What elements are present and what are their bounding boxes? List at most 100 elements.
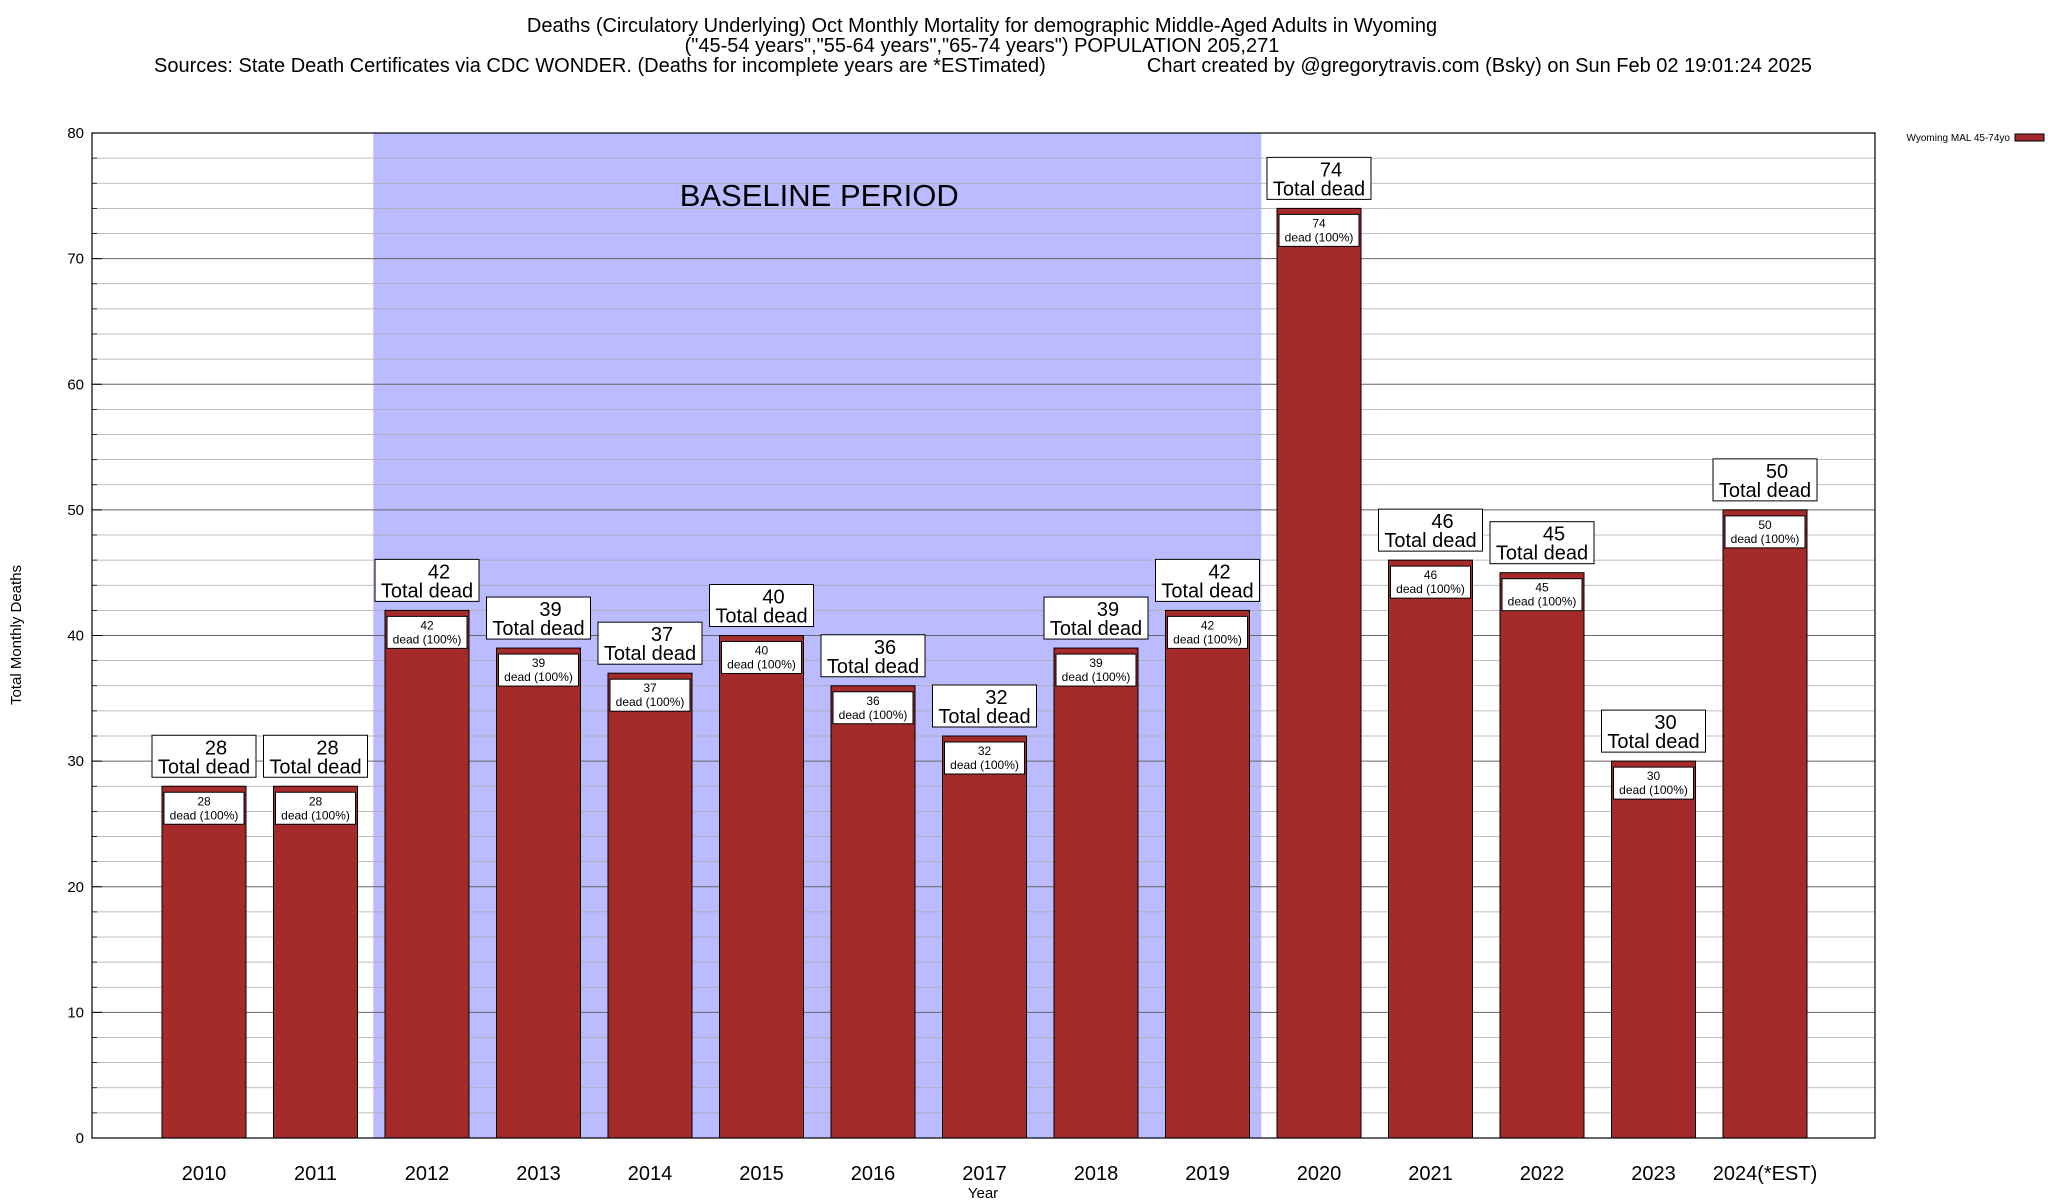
bar: [942, 735, 1027, 1139]
bar-total-label: Total dead: [715, 606, 807, 628]
bar-total-value: 32: [985, 687, 1007, 709]
bar-total-label-box: [1155, 558, 1260, 602]
bar-inner-value: 45: [1535, 581, 1549, 595]
bar-inner-value: 39: [1089, 656, 1103, 670]
bar-total-value: 74: [1320, 159, 1342, 181]
bar-total-label: Total dead: [604, 643, 696, 665]
y-tick-label: 50: [67, 502, 84, 519]
bar-inner-label: dead (100%): [1396, 582, 1465, 596]
bar-total-label-box: [263, 734, 368, 778]
legend-swatch: [2014, 133, 2045, 142]
bar-total-value: 28: [316, 737, 338, 759]
bar: [830, 685, 916, 1139]
x-tick-label: 2018: [1074, 1163, 1119, 1185]
bar-total-label: Total dead: [1161, 580, 1253, 602]
bar-inner-label-box: [1724, 515, 1806, 549]
bar-inner-label-box: [1167, 615, 1248, 649]
bar-total-value: 36: [874, 637, 896, 659]
bar-inner-label: dead (100%): [504, 670, 573, 684]
bar-total-value: 40: [762, 587, 784, 609]
bar-total-label: Total dead: [1719, 480, 1811, 502]
x-tick-label: 2010: [182, 1163, 227, 1185]
x-tick-label: 2019: [1185, 1163, 1230, 1185]
bar-inner-label-box: [1613, 766, 1694, 800]
bar-total-label: Total dead: [938, 706, 1030, 728]
bar-inner-label: dead (100%): [1173, 632, 1242, 646]
bar-total-value: 42: [1208, 561, 1230, 583]
bar-inner-value: 39: [532, 656, 546, 670]
x-tick-label: 2021: [1408, 1163, 1453, 1185]
bar-total-label-box: [820, 634, 926, 678]
bar-total-label-box: [1266, 156, 1372, 200]
chart-sources: Sources: State Death Certificates via CD…: [154, 55, 1046, 77]
bar: [1276, 207, 1362, 1139]
y-tick-label: 10: [67, 1004, 84, 1021]
bar-inner-value: 28: [197, 794, 211, 808]
bar-inner-label: dead (100%): [1508, 595, 1577, 609]
bar-total-value: 28: [205, 737, 227, 759]
bar: [1388, 559, 1473, 1139]
bar-inner-label-box: [1278, 213, 1360, 247]
x-tick-label: 2015: [739, 1163, 784, 1185]
bar-inner-label-box: [721, 641, 802, 674]
x-tick-label: 2011: [294, 1163, 337, 1185]
bar-total-value: 30: [1654, 712, 1676, 734]
bar: [496, 647, 581, 1139]
bar-total-value: 37: [651, 624, 673, 646]
bar-total-label-box: [709, 584, 814, 627]
bar-inner-label: dead (100%): [1619, 783, 1688, 797]
bar: [1722, 509, 1808, 1139]
y-tick-label: 60: [67, 376, 84, 393]
x-axis-label: Year: [968, 1185, 998, 1200]
bar-total-label-box: [374, 558, 480, 602]
bar-total-label-box: [1601, 709, 1706, 753]
bar-inner-label-box: [1055, 653, 1137, 687]
x-tick-label: 2013: [516, 1163, 561, 1185]
bar-total-value: 45: [1543, 524, 1565, 546]
bar-inner-label: dead (100%): [616, 695, 685, 709]
x-tick-label: 2016: [851, 1163, 896, 1185]
bar-inner-value: 37: [643, 681, 657, 695]
bar-inner-value: 46: [1424, 568, 1438, 582]
bar-inner-label-box: [386, 615, 468, 649]
bar-total-label: Total dead: [1050, 618, 1142, 640]
bar-inner-label: dead (100%): [1062, 670, 1131, 684]
bar-total-label: Total dead: [1384, 530, 1476, 552]
bar: [1611, 760, 1696, 1139]
bar-inner-label-box: [609, 678, 691, 712]
bar-total-value: 39: [1097, 599, 1119, 621]
plot-border: [91, 132, 1876, 1139]
y-tick-label: 0: [76, 1130, 84, 1147]
bar-total-label-box: [597, 621, 703, 665]
bar-total-label-box: [1378, 508, 1483, 552]
bar: [719, 635, 804, 1139]
bar-inner-value: 36: [866, 694, 880, 708]
bar-inner-label-box: [163, 791, 245, 825]
bar-inner-label: dead (100%): [950, 758, 1019, 772]
bar-total-label-box: [486, 596, 591, 640]
bar-total-label: Total dead: [492, 618, 584, 640]
y-axis-label: Total Monthly Deaths: [8, 565, 25, 705]
x-tick-label: 2020: [1297, 1163, 1342, 1185]
bar-inner-label: dead (100%): [393, 632, 462, 646]
y-tick-label: 40: [67, 628, 84, 645]
bar-total-value: 42: [428, 561, 450, 583]
bar-inner-value: 28: [309, 794, 323, 808]
bar-total-label: Total dead: [158, 756, 250, 778]
bar-inner-label: dead (100%): [839, 708, 908, 722]
bar-inner-value: 74: [1312, 216, 1326, 230]
bar-inner-label-box: [275, 791, 356, 825]
bar-inner-value: 50: [1758, 518, 1772, 532]
x-tick-label: 2022: [1520, 1163, 1565, 1185]
x-tick-label: 2023: [1631, 1163, 1676, 1185]
bar-inner-label: dead (100%): [1285, 230, 1354, 244]
bar: [384, 609, 470, 1139]
bar-total-value: 39: [539, 599, 561, 621]
y-tick-label: 30: [67, 753, 84, 770]
x-tick-label: 2012: [405, 1163, 450, 1185]
bar-total-label: Total dead: [1607, 731, 1699, 753]
bar-total-label: Total dead: [1273, 178, 1365, 200]
bar-inner-label-box: [1501, 578, 1583, 612]
bar-total-value: 46: [1431, 511, 1453, 533]
